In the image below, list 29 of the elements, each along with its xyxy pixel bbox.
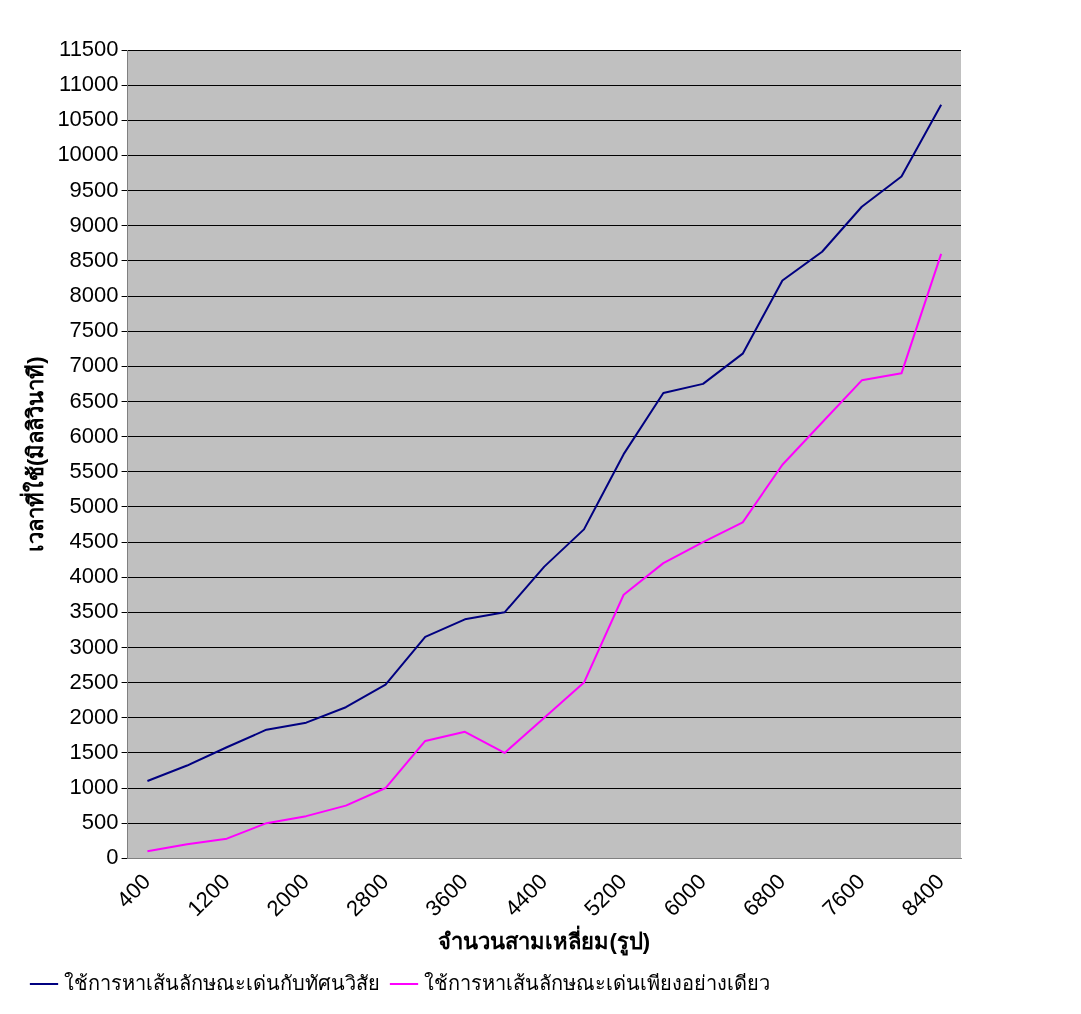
y-tick-label: 0 [106,844,119,870]
y-tick-label: 1500 [69,738,119,764]
y-tick-label: 6000 [69,422,119,448]
y-tick-label: 6500 [69,387,119,413]
y-tick-label: 1000 [69,774,119,800]
x-tick-label: 400 [111,868,156,913]
y-tick-label: 10500 [57,106,119,132]
y-tick-label: 2500 [69,668,119,694]
y-tick-label: 3500 [69,598,119,624]
y-tick-label: 8500 [69,246,119,272]
y-tick-label: 11000 [59,71,119,97]
x-axis-title: จำนวนสามเหลี่ยม(รูป) [438,924,651,956]
y-tick-label: 11500 [59,36,119,62]
y-tick-label: 5000 [69,492,119,518]
y-tick-label: 500 [81,809,119,835]
y-tick-label: 7000 [69,352,119,378]
y-tick-label: 3000 [69,633,119,659]
y-tick-label: 9500 [69,176,119,202]
y-tick-label: 7500 [69,317,119,343]
y-tick-label: 2000 [69,703,119,729]
legend-label: ใช้การหาเส้นลักษณะเด่นเพียงอย่างเดียว [424,971,770,994]
y-tick-label: 4000 [69,563,119,589]
y-tick-label: 5500 [69,457,119,483]
y-tick-label: 8000 [69,282,119,308]
y-tick-label: 9000 [69,211,119,237]
y-tick-label: 10000 [57,141,119,167]
y-tick-label: 4500 [69,528,119,554]
y-axis-title: เวลาที่ใช้(มิลลิวินาที) [19,356,49,552]
legend-label: ใช้การหาเส้นลักษณะเด่นกับทัศนวิสัย [64,971,380,994]
